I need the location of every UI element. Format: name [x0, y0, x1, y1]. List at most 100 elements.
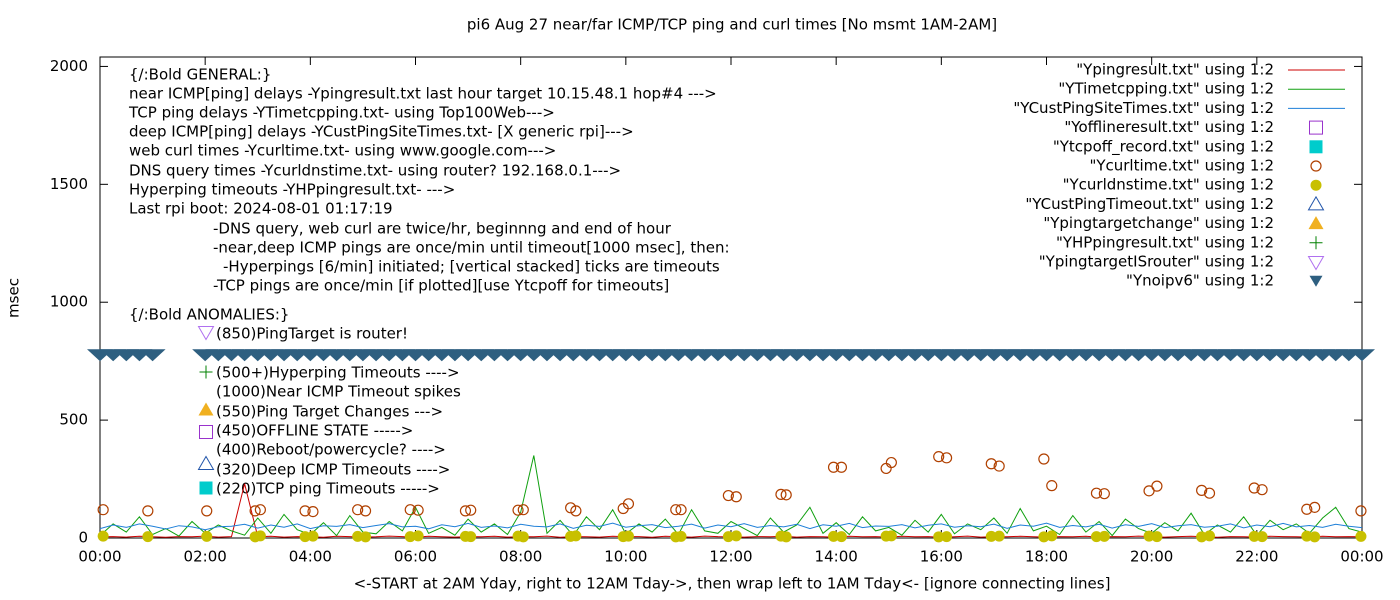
- x-tick-label: 06:00: [394, 548, 437, 566]
- x-tick-label: 16:00: [920, 548, 963, 566]
- data-point: [993, 530, 1005, 542]
- data-point: [670, 504, 682, 516]
- annotation: deep ICMP[ping] delays -YCustPingSiteTim…: [129, 123, 634, 141]
- annotation: web curl times -Ycurltime.txt- using www…: [129, 142, 556, 160]
- annotation: (400)Reboot/powercycle? ---->: [216, 441, 446, 459]
- data-point: [352, 504, 364, 516]
- legend-swatch: [1310, 179, 1322, 191]
- data-point: [1046, 480, 1058, 492]
- annotation: near ICMP[ping] delays -Ypingresult.txt …: [129, 85, 717, 103]
- data-point: [201, 530, 213, 542]
- data-point: [780, 531, 792, 543]
- annotation: (1000)Near ICMP Timeout spikes: [216, 383, 461, 401]
- annotation: (500+)Hyperping Timeouts ---->: [216, 364, 460, 382]
- x-tick-label: 20:00: [1130, 548, 1173, 566]
- data-point: [412, 530, 424, 542]
- annotation: Hyperping timeouts -YHPpingresult.txt- -…: [129, 181, 455, 199]
- data-point: [565, 502, 577, 514]
- legend-label: "Ypingresult.txt" using 1:2: [1076, 61, 1274, 79]
- annotation-symbol: [197, 326, 215, 341]
- annotation: DNS query times -Ycurldnstime.txt- using…: [129, 162, 621, 180]
- annotation: (850)PingTarget is router!: [216, 325, 408, 343]
- annotation: (550)Ping Target Changes --->: [216, 403, 443, 421]
- annotation-symbol: [199, 481, 213, 495]
- annotation: (320)Deep ICMP Timeouts ---->: [216, 461, 450, 479]
- data-point: [1151, 480, 1163, 492]
- data-point: [885, 530, 897, 542]
- data-point: [835, 531, 847, 543]
- data-point: [722, 489, 734, 502]
- annotation: -Hyperpings [6/min] initiated; [vertical…: [223, 258, 720, 276]
- x-tick-label: 12:00: [709, 548, 752, 566]
- data-point: [1090, 531, 1102, 543]
- data-point: [985, 530, 997, 542]
- data-point: [1196, 484, 1208, 496]
- data-point: [1355, 505, 1367, 517]
- legend-swatch: [1309, 140, 1323, 154]
- annotation-symbol: [197, 455, 215, 470]
- data-point: [675, 530, 687, 542]
- data-point: [780, 489, 792, 501]
- data-point: [307, 505, 319, 518]
- data-point: [1046, 530, 1058, 542]
- data-point: [1090, 487, 1103, 499]
- data-point: [622, 530, 634, 542]
- x-axis-label: <-START at 2AM Yday, right to 12AM Tday-…: [354, 575, 1111, 593]
- legend-label: "Ytcpoff_record.txt" using 1:2: [1053, 137, 1274, 156]
- data-point: [775, 488, 787, 500]
- data-point: [139, 349, 166, 362]
- data-point: [1151, 531, 1163, 543]
- data-point: [1038, 453, 1050, 465]
- y-tick-label: 1500: [50, 175, 88, 193]
- y-tick-label: 500: [59, 411, 88, 429]
- data-point: [940, 452, 953, 464]
- legend-label: "Yofflineresult.txt" using 1:2: [1064, 118, 1274, 136]
- data-point: [512, 504, 524, 516]
- legend-label: "YpingtargetISrouter" using 1:2: [1039, 253, 1274, 271]
- data-point: [254, 504, 266, 516]
- y-tick-label: 0: [78, 529, 88, 547]
- data-point: [254, 530, 266, 542]
- data-point: [827, 461, 840, 473]
- legend-swatch: [1307, 256, 1325, 271]
- legend-swatch: [1309, 275, 1323, 287]
- data-point: [201, 505, 213, 517]
- annotation: {/:Bold ANOMALIES:}: [129, 306, 289, 324]
- data-point: [1248, 530, 1260, 542]
- x-tick-label: 18:00: [1025, 548, 1068, 566]
- data-point: [1301, 503, 1313, 515]
- data-point: [1204, 530, 1216, 542]
- legend-label: "YTimetcpping.txt" using 1:2: [1058, 80, 1274, 98]
- data-point: [730, 530, 742, 542]
- annotation-symbol: [199, 425, 213, 439]
- data-point: [97, 530, 109, 542]
- data-point: [249, 505, 261, 517]
- legend-swatch: [1309, 236, 1323, 250]
- legend-swatch: [1309, 120, 1323, 135]
- data-point: [835, 461, 848, 473]
- data-point: [465, 504, 477, 516]
- legend-label: "Ynoipv6" using 1:2: [1126, 272, 1274, 290]
- data-point: [142, 531, 154, 543]
- x-tick-label: 00:00: [1340, 548, 1383, 566]
- data-point: [570, 505, 582, 517]
- annotation: -DNS query, web curl are twice/hr, begin…: [213, 220, 672, 238]
- chart-title: pi6 Aug 27 near/far ICMP/TCP ping and cu…: [467, 16, 997, 34]
- data-line: [99, 522, 1363, 531]
- annotation: -near,deep ICMP pings are once/min until…: [213, 239, 730, 257]
- y-axis-label: msec: [5, 278, 23, 318]
- data-point: [1349, 349, 1375, 362]
- annotation: -TCP pings are once/min [if plotted][use…: [213, 277, 669, 295]
- data-point: [517, 504, 529, 516]
- legend-label: "Ycurldnstime.txt" using 1:2: [1063, 176, 1274, 194]
- data-point: [880, 462, 892, 475]
- y-tick-label: 2000: [50, 57, 88, 75]
- data-point: [730, 491, 742, 503]
- annotation: TCP ping delays -YTimetcpping.txt- using…: [128, 104, 555, 122]
- data-point: [360, 531, 372, 543]
- data-point: [1143, 530, 1155, 542]
- data-point: [1256, 531, 1268, 543]
- annotation: {/:Bold GENERAL:}: [129, 66, 271, 84]
